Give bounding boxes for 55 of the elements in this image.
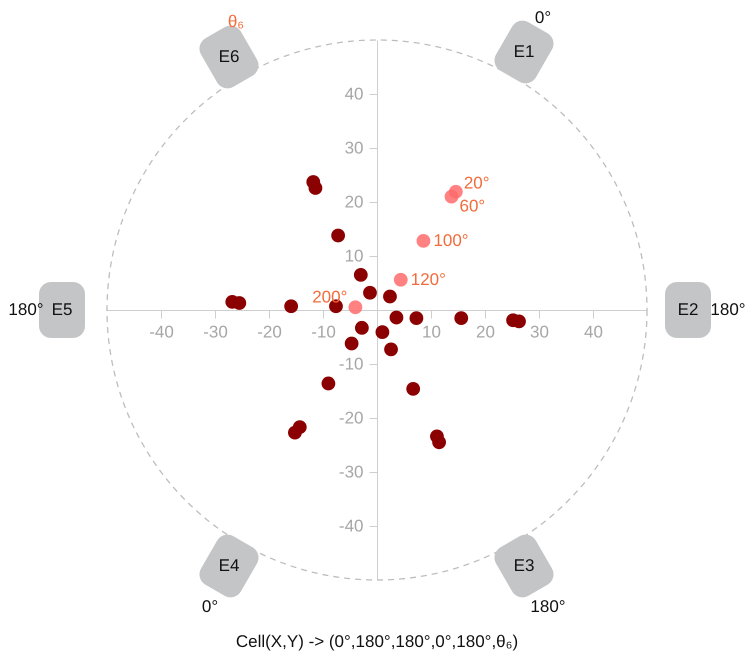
point: [354, 320, 369, 335]
point: [383, 290, 397, 304]
point: [384, 342, 398, 356]
point: [344, 336, 359, 350]
x-tick-label: 10: [422, 322, 441, 342]
text: E5: [52, 300, 72, 320]
text: 180°: [8, 300, 44, 320]
text: 180°: [530, 597, 566, 617]
point: [348, 300, 362, 314]
y-tick-label: 20: [344, 192, 364, 212]
point: [354, 268, 368, 282]
annotation: E4: [218, 556, 240, 576]
point: [376, 325, 390, 340]
y-tick-label: -10: [338, 354, 364, 374]
point: [394, 272, 408, 287]
annotation: 200°: [312, 287, 348, 306]
point: [331, 228, 346, 242]
y-tick-label: -40: [338, 516, 364, 536]
x-tick-label: -20: [257, 322, 282, 342]
annotation: 100°: [433, 230, 469, 250]
point: [284, 299, 298, 314]
annotation: 60°: [460, 196, 486, 216]
annotation: E6: [218, 47, 240, 67]
y-tick-label: -30: [338, 462, 364, 482]
point: [454, 311, 468, 325]
text: 0°: [534, 8, 552, 28]
point: [416, 234, 430, 248]
point: [363, 286, 377, 300]
x-tick-label: -40: [149, 322, 174, 342]
point: [410, 311, 424, 325]
text: 180°: [710, 300, 746, 320]
text: θ₆: [228, 12, 244, 32]
point: [288, 426, 302, 440]
x-tick-label: 30: [530, 322, 549, 342]
text: E2: [678, 300, 698, 320]
x-tick-label: -30: [203, 322, 228, 342]
y-tick-label: 40: [344, 84, 364, 104]
x-tick-label: 40: [584, 322, 603, 342]
y-tick-label: -20: [338, 408, 364, 428]
point: [390, 310, 404, 324]
annotation: 120°: [410, 270, 446, 289]
annotation: E1: [514, 42, 534, 62]
x-tick-label: -10: [311, 322, 336, 342]
text: 0°: [202, 597, 218, 617]
y-tick-label: 10: [344, 246, 364, 266]
annotation: 20°: [464, 174, 490, 193]
y-tick-label: 30: [344, 138, 364, 158]
point: [322, 376, 336, 390]
point: [406, 382, 420, 396]
point: [432, 435, 446, 450]
annotation: E3: [514, 556, 534, 576]
x-axis-title: Cell(X,Y) -> (0°,180°,180°,0°,180°,θ₆): [236, 632, 518, 652]
point: [444, 190, 458, 204]
x-tick-label: 20: [476, 322, 495, 342]
point: [308, 181, 322, 195]
